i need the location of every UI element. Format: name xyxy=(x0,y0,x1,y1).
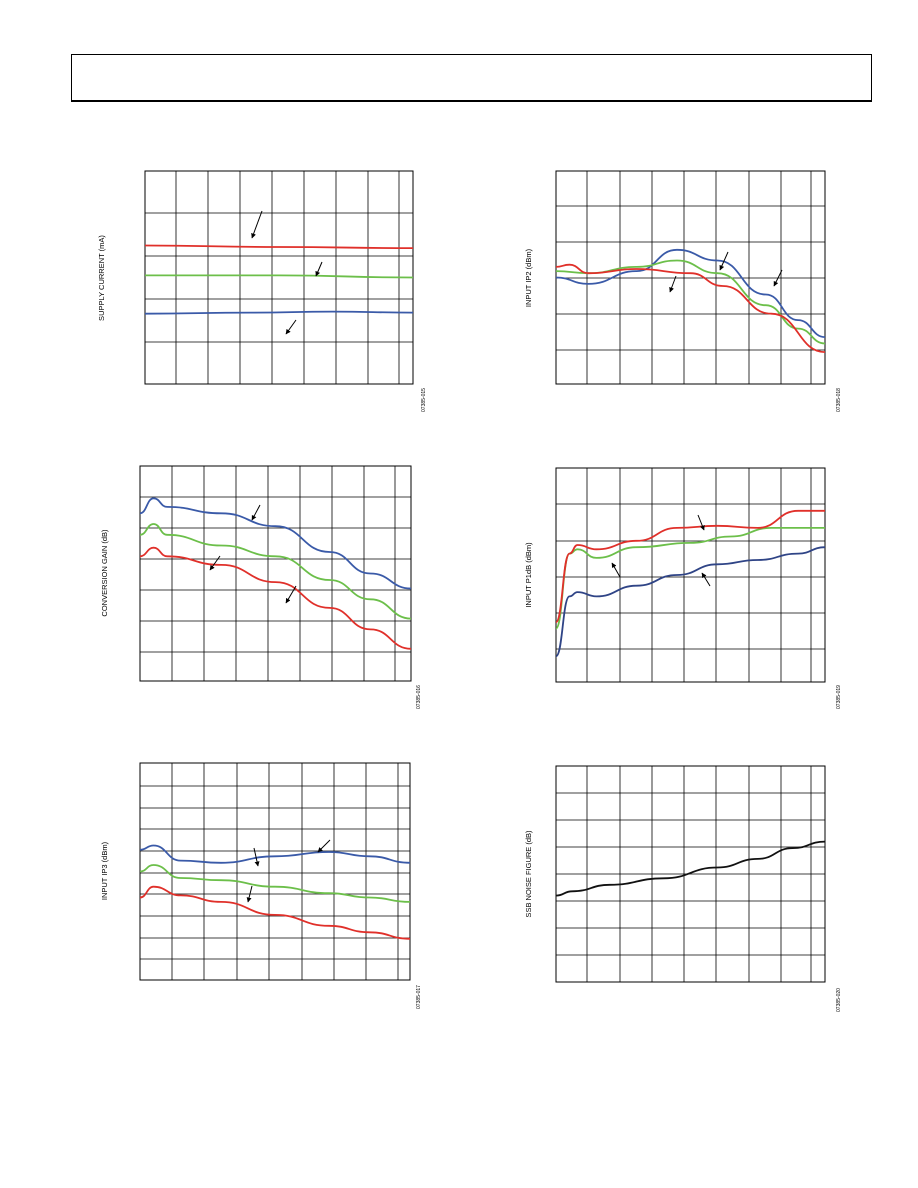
series-line-1 xyxy=(555,248,826,338)
annotation-arrow xyxy=(246,885,253,903)
annotation-arrow xyxy=(285,319,297,335)
annotation-arrow xyxy=(669,275,677,293)
annotation-arrow xyxy=(773,269,783,287)
figure-id: 07385-017 xyxy=(416,985,422,1009)
y-axis-label: SSB NOISE FIGURE (dB) xyxy=(524,830,533,918)
series-line-2 xyxy=(139,864,411,903)
annotation-arrow xyxy=(253,847,260,867)
series-line-3 xyxy=(139,546,412,650)
annotation-arrow xyxy=(701,572,711,587)
y-axis-label: INPUT IP2 (dBm) xyxy=(524,248,533,307)
chart-frame xyxy=(139,465,412,682)
annotation-arrow xyxy=(317,839,331,853)
annotation-arrow xyxy=(697,514,705,531)
series-line-3 xyxy=(144,244,414,249)
y-axis-label: INPUT P1dB (dBm) xyxy=(524,542,533,608)
series-line-1 xyxy=(139,844,411,864)
annotation-arrow xyxy=(315,261,323,277)
y-axis-label: SUPPLY CURRENT (mA) xyxy=(97,235,106,321)
y-axis-label: INPUT IP3 (dBm) xyxy=(100,841,109,900)
series-line-1 xyxy=(555,546,826,658)
series-line-3 xyxy=(555,509,825,623)
series-line-2 xyxy=(555,527,825,630)
series-line-1 xyxy=(139,497,412,590)
chart-frame xyxy=(555,467,826,683)
annotation-arrow xyxy=(209,555,221,571)
chart-frame xyxy=(139,762,411,981)
chart-frame xyxy=(555,170,826,385)
figure-id: 07385-015 xyxy=(421,388,427,412)
series-line-1 xyxy=(144,310,414,315)
header-box xyxy=(71,54,872,102)
series-line-2 xyxy=(139,523,412,620)
figure-id: 07385-020 xyxy=(836,988,842,1012)
figure-id: 07385-019 xyxy=(836,685,842,709)
annotation-arrow xyxy=(719,251,729,271)
annotation-arrow xyxy=(251,210,263,239)
figure-id: 07385-018 xyxy=(836,388,842,412)
figure-id: 07385-016 xyxy=(416,685,422,709)
annotation-arrow xyxy=(611,562,621,578)
y-axis-label: CONVERSION GAIN (dB) xyxy=(100,529,109,617)
series-line-2 xyxy=(145,274,414,279)
chart-frame xyxy=(555,765,826,983)
annotation-arrow xyxy=(285,585,297,604)
series-line-3 xyxy=(139,885,411,940)
series-line-3 xyxy=(555,263,826,353)
annotation-arrow xyxy=(251,504,261,521)
series-line-1 xyxy=(555,840,826,897)
